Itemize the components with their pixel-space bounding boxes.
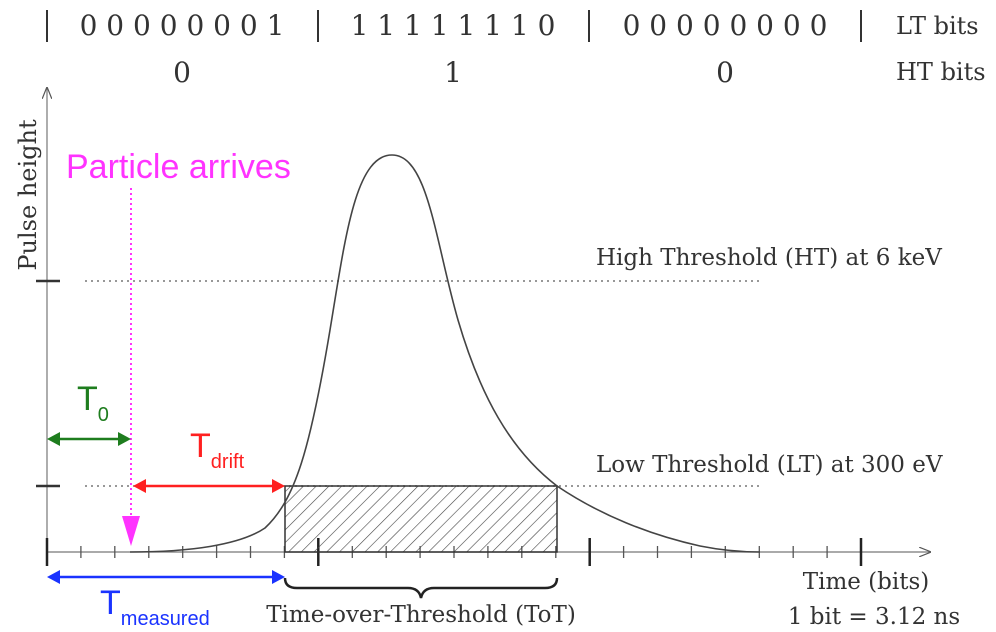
high-threshold-label: High Threshold (HT) at 6 keV [596,245,942,271]
bit-conversion-label: 1 bit = 3.12 ns [788,604,960,630]
particle-arrives-label: Particle arrives [66,148,291,186]
tdrift-arrow-left [133,479,146,493]
lt-bits-label: LT bits [896,12,979,40]
tdrift-label: Tdrift [190,427,245,473]
y-axis: Pulse height [14,88,60,552]
lt-bits-group-3: 0 0 0 0 0 0 0 0 [623,9,828,42]
lt-bits-group-1: 0 0 0 0 0 0 0 1 [80,9,285,42]
tmeasured-arrow-right [272,570,285,584]
ht-bit-2: 1 [444,56,462,89]
low-threshold-label: Low Threshold (LT) at 300 eV [596,452,943,478]
tdrift-arrow-right [272,479,285,493]
lt-bits-row: 0 0 0 0 0 0 0 1 1 1 1 1 1 1 1 0 0 0 0 0 … [46,9,979,42]
y-axis-label: Pulse height [14,119,42,271]
pulse-curve [129,154,761,553]
t0-arrow-right [118,432,131,446]
x-axis-label: Time (bits) [803,569,930,595]
ht-bit-1: 0 [173,56,191,89]
t0-arrow-left [47,432,60,446]
ht-bit-3: 0 [716,56,734,89]
t0-label: T0 [77,380,109,426]
tot-label: Time-over-Threshold (ToT) [266,602,576,628]
tot-brace [283,577,559,599]
tmeasured-arrow-left [47,570,60,584]
ht-bits-label: HT bits [896,58,986,86]
lt-bits-group-2: 1 1 1 1 1 1 1 0 [351,9,556,42]
tmeasured-label: Tmeasured [100,584,210,630]
x-axis: Time (bits) 1 bit = 3.12 ns [45,538,960,630]
particle-arrival-arrowhead [122,516,140,546]
tot-hatched-region [284,485,558,553]
ht-bits-row: 0 1 0 HT bits [173,56,985,89]
